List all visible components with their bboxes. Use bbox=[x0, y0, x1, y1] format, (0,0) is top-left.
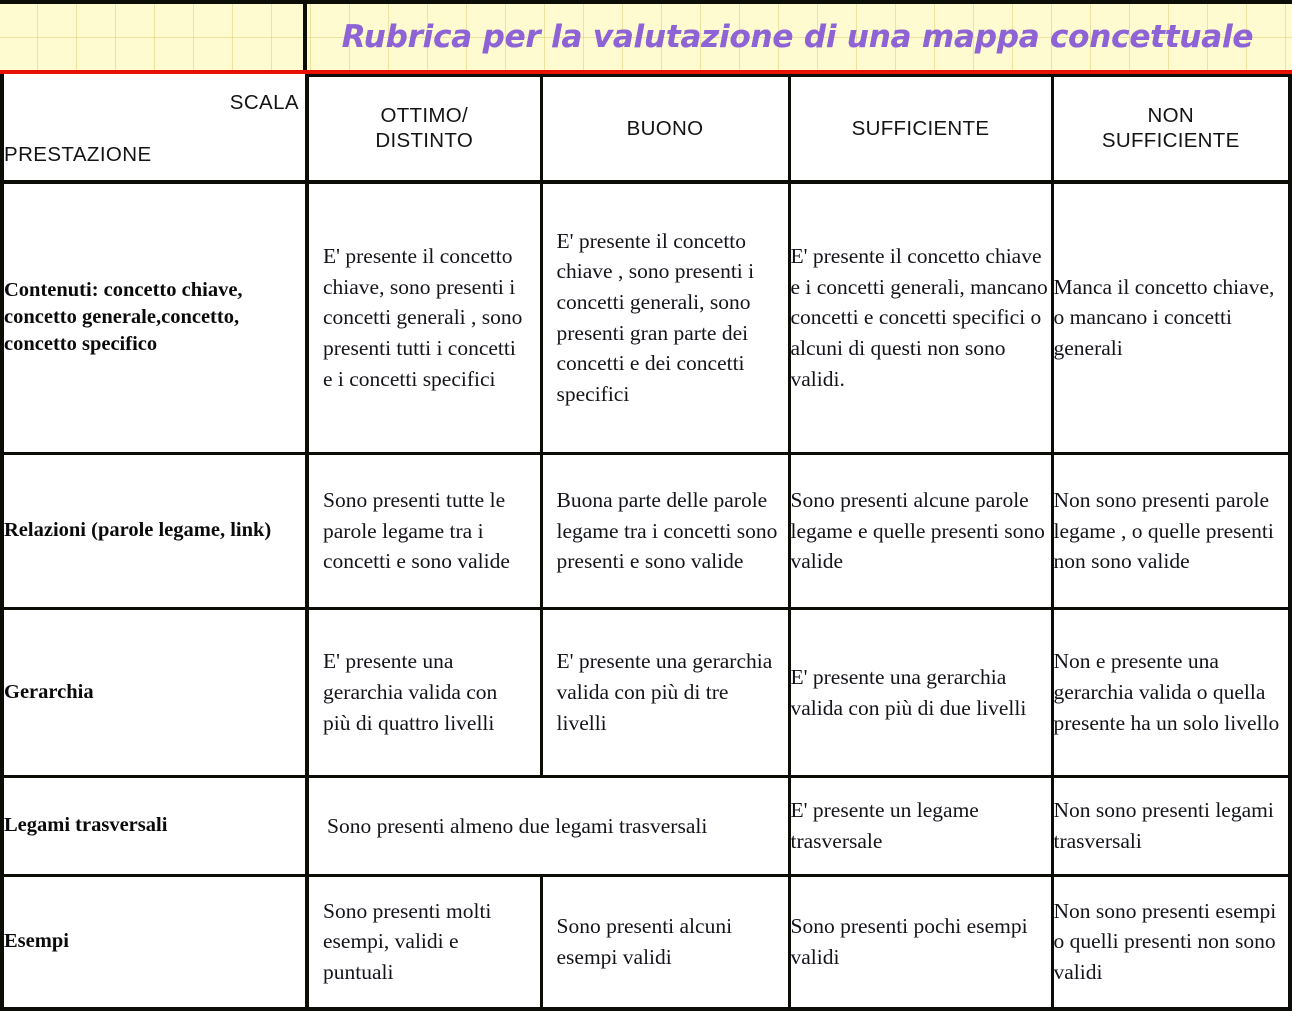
cell-contenuti-ottimo: E' presente il concetto chiave, sono pre… bbox=[307, 180, 543, 454]
criterion-label-gerarchia: Gerarchia bbox=[4, 607, 309, 777]
table-row: Legami trasversali Sono presenti almeno … bbox=[4, 775, 1288, 876]
rubric-table-wrapper: SCALA PRESTAZIONE OTTIMO/ DISTINTO BUONO… bbox=[0, 74, 1292, 1011]
header-level-non-sufficiente: NON SUFFICIENTE bbox=[1052, 74, 1288, 184]
table-row: Contenuti: concetto chiave, concetto gen… bbox=[4, 180, 1288, 454]
banner-title-area: Rubrica per la valutazione di una mappa … bbox=[307, 4, 1292, 70]
table-header-row: SCALA PRESTAZIONE OTTIMO/ DISTINTO BUONO… bbox=[4, 74, 1288, 184]
criterion-label-relazioni: Relazioni (parole legame, link) bbox=[4, 452, 309, 609]
header-level-buono: BUONO bbox=[541, 74, 791, 184]
header-corner-cell: SCALA PRESTAZIONE bbox=[4, 75, 309, 184]
cell-gerarchia-buono: E' presente una gerarchia valida con più… bbox=[541, 607, 791, 777]
criterion-label-esempi: Esempi bbox=[4, 874, 309, 1007]
cell-gerarchia-non-sufficiente: Non e presente una gerarchia valida o qu… bbox=[1052, 607, 1288, 777]
criterion-label-legami-trasversali: Legami trasversali bbox=[4, 775, 309, 876]
header-scale-axis-label: SCALA bbox=[229, 90, 299, 114]
cell-contenuti-buono: E' presente il concetto chiave , sono pr… bbox=[541, 180, 791, 454]
table-row: Gerarchia E' presente una gerarchia vali… bbox=[4, 607, 1288, 777]
cell-relazioni-sufficiente: Sono presenti alcune parole legame e que… bbox=[789, 452, 1054, 609]
cell-relazioni-buono: Buona parte delle parole legame tra i co… bbox=[541, 452, 791, 609]
header-level-ottimo-distinto: OTTIMO/ DISTINTO bbox=[307, 74, 543, 184]
header-level-ottimo-distinto-line2: DISTINTO bbox=[375, 129, 474, 153]
cell-contenuti-sufficiente: E' presente il concetto chiave e i conce… bbox=[789, 180, 1054, 454]
cell-esempi-non-sufficiente: Non sono presenti esempi o quelli presen… bbox=[1052, 874, 1288, 1007]
cell-relazioni-ottimo: Sono presenti tutte le parole legame tra… bbox=[307, 452, 543, 609]
header-level-sufficiente: SUFFICIENTE bbox=[789, 74, 1054, 184]
table-row: Relazioni (parole legame, link) Sono pre… bbox=[4, 452, 1288, 609]
header-level-non-sufficiente-line1: NON bbox=[1147, 103, 1194, 127]
cell-legami-ottimo-buono-merged: Sono presenti almeno due legami trasvers… bbox=[307, 775, 791, 876]
cell-gerarchia-ottimo: E' presente una gerarchia valida con più… bbox=[307, 607, 543, 777]
header-level-buono-line1: BUONO bbox=[626, 116, 704, 140]
cell-legami-non-sufficiente: Non sono presenti legami trasversali bbox=[1052, 775, 1288, 876]
cell-contenuti-non-sufficiente: Manca il concetto chiave, o mancano i co… bbox=[1052, 180, 1288, 454]
banner-left-spacer bbox=[0, 4, 307, 70]
criterion-label-contenuti: Contenuti: concetto chiave, concetto gen… bbox=[4, 180, 309, 454]
cell-esempi-ottimo: Sono presenti molti esempi, validi e pun… bbox=[307, 874, 543, 1007]
page-title: Rubrica per la valutazione di una mappa … bbox=[341, 19, 1254, 55]
cell-esempi-buono: Sono presenti alcuni esempi validi bbox=[541, 874, 791, 1007]
header-level-non-sufficiente-line2: SUFFICIENTE bbox=[1101, 129, 1240, 153]
header-level-sufficiente-line1: SUFFICIENTE bbox=[851, 116, 990, 140]
table-row: Esempi Sono presenti molti esempi, valid… bbox=[4, 874, 1288, 1007]
title-banner: Rubrica per la valutazione di una mappa … bbox=[0, 0, 1292, 74]
header-performance-axis-label: PRESTAZIONE bbox=[4, 142, 152, 166]
cell-esempi-sufficiente: Sono presenti pochi esempi validi bbox=[789, 874, 1054, 1007]
cell-relazioni-non-sufficiente: Non sono presenti parole legame , o quel… bbox=[1052, 452, 1288, 609]
cell-legami-sufficiente: E' presente un legame trasversale bbox=[789, 775, 1054, 876]
header-level-ottimo-distinto-line1: OTTIMO/ bbox=[380, 103, 468, 127]
cell-gerarchia-sufficiente: E' presente una gerarchia valida con più… bbox=[789, 607, 1054, 777]
rubric-table: SCALA PRESTAZIONE OTTIMO/ DISTINTO BUONO… bbox=[4, 74, 1288, 1007]
